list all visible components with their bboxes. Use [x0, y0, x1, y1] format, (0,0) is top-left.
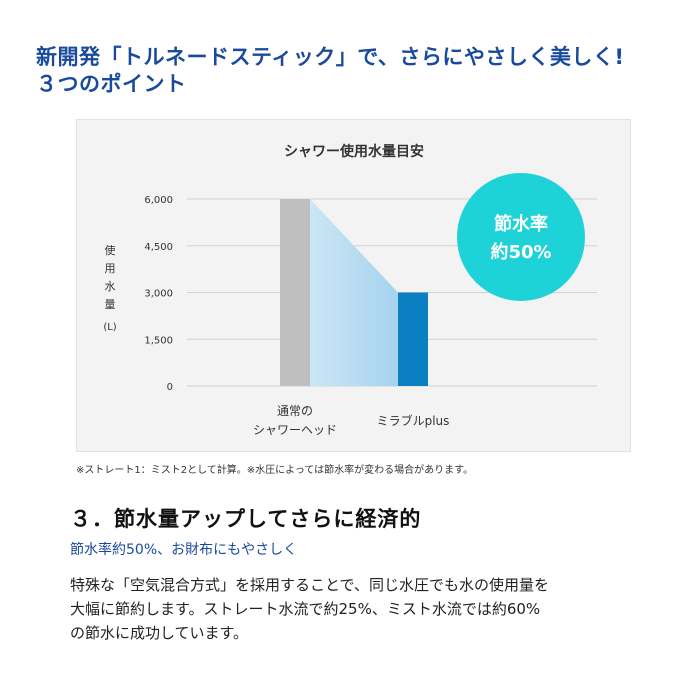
x-category-label: 通常の — [277, 404, 313, 418]
y-tick-label: 0 — [167, 382, 173, 393]
headline-line-2: ３つのポイント — [36, 72, 187, 96]
section-subtitle: 節水率約50%、お財布にもやさしく — [70, 542, 298, 558]
water-usage-chart: シャワー使用水量目安 0 1,500 3,000 4,500 6,000 使用水量 (L) 通常… — [103, 143, 597, 437]
bar — [398, 292, 428, 386]
y-axis-label-char: 用 — [105, 262, 116, 275]
y-axis-label-char: 水 — [105, 280, 116, 293]
y-tick-label: 1,500 — [144, 335, 173, 346]
headline: 新開発「トルネードスティック」で、さらにやさしく美しく! ３つのポイント — [36, 44, 676, 98]
chart-footnote: ※ストレート1：ミスト2として計算。※水圧によっては節水率が変わる場合があります… — [76, 465, 474, 476]
body-line: の節水に成功しています。 — [70, 624, 249, 642]
savings-badge-line-1: 節水率 — [494, 213, 548, 235]
x-category-label: ミラブルplus — [377, 413, 450, 428]
body-line: 大幅に節約します。ストレート水流で約25%、ミスト水流では約60% — [70, 600, 541, 618]
y-tick-label: 4,500 — [144, 242, 173, 253]
savings-badge — [457, 173, 585, 301]
x-category-label: シャワーヘッド — [253, 423, 337, 437]
section-body: 特殊な「空気混合方式」を採用することで、同じ水圧でも水の使用量を 大幅に節約しま… — [70, 573, 670, 645]
y-axis-label-char: 使 — [105, 244, 116, 257]
headline-line-1: 新開発「トルネードスティック」で、さらにやさしく美しく! — [36, 45, 625, 69]
y-tick-label: 3,000 — [144, 289, 173, 300]
y-axis-unit: (L) — [103, 322, 116, 333]
y-axis-label-char: 量 — [105, 298, 116, 311]
body-line: 特殊な「空気混合方式」を採用することで、同じ水圧でも水の使用量を — [70, 576, 549, 594]
section-title: ３．節水量アップしてさらに経済的 — [70, 507, 422, 531]
savings-badge-line-2: 約50% — [490, 241, 551, 263]
bar — [280, 199, 310, 386]
chart-panel: シャワー使用水量目安 0 1,500 3,000 4,500 6,000 使用水量 (L) 通常… — [76, 119, 631, 452]
savings-wedge — [310, 199, 398, 386]
chart-title: シャワー使用水量目安 — [284, 143, 424, 160]
y-tick-label: 6,000 — [144, 195, 173, 206]
